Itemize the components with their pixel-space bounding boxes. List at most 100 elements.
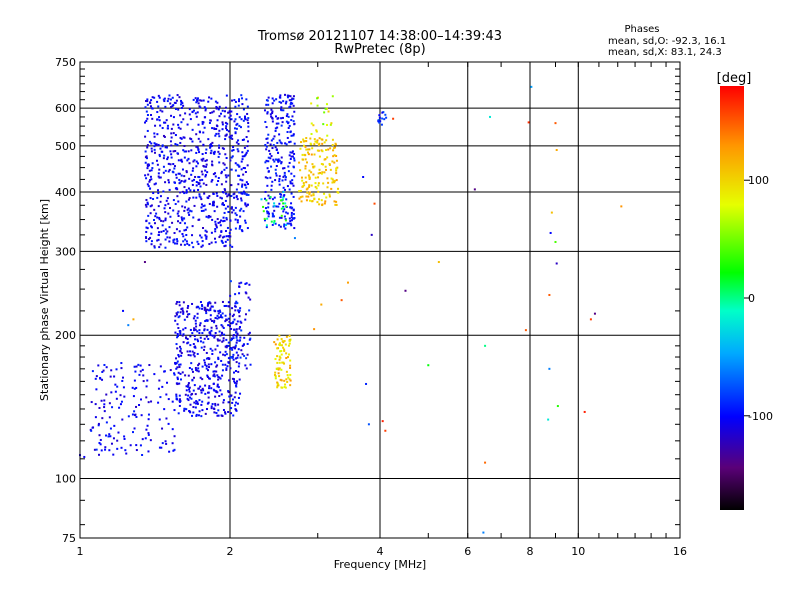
data-point [208, 366, 211, 369]
data-point [196, 99, 199, 102]
data-point [237, 396, 240, 399]
data-point [238, 116, 241, 119]
data-point [282, 346, 285, 349]
data-point [335, 167, 338, 170]
x-tick-label: 4 [377, 545, 384, 558]
data-point [274, 172, 277, 175]
data-point [321, 171, 324, 174]
data-point [245, 98, 248, 101]
data-point [288, 99, 291, 102]
data-point [164, 181, 167, 184]
data-point [219, 316, 222, 319]
data-point [172, 241, 175, 244]
data-point [175, 228, 178, 231]
data-point [289, 364, 292, 367]
data-point [226, 238, 229, 241]
data-point [108, 433, 111, 436]
data-point [280, 101, 283, 104]
data-point [292, 209, 295, 212]
data-point [148, 364, 151, 367]
data-point [227, 305, 230, 308]
data-point [173, 435, 176, 438]
data-point [283, 171, 286, 174]
data-point [268, 212, 271, 215]
data-point [195, 151, 198, 154]
data-point [278, 202, 281, 205]
data-point [307, 195, 310, 198]
data-point [148, 222, 151, 225]
data-point [192, 343, 195, 346]
data-point [292, 166, 295, 169]
data-point [211, 334, 214, 337]
data-point [205, 312, 208, 315]
data-point [298, 161, 301, 164]
data-point [321, 203, 324, 206]
data-point [187, 157, 190, 160]
data-point [283, 348, 286, 351]
data-point [274, 115, 277, 118]
data-point [315, 130, 318, 133]
data-point [334, 146, 337, 149]
data-point [242, 166, 245, 169]
data-point [198, 362, 201, 365]
data-point [149, 439, 152, 442]
data-point [186, 338, 189, 341]
data-point [382, 111, 385, 114]
data-point [193, 204, 196, 207]
data-point [186, 350, 189, 353]
data-point [292, 95, 295, 98]
data-point [242, 210, 245, 213]
data-point [146, 227, 149, 230]
data-point [225, 94, 228, 97]
data-point [245, 282, 248, 285]
data-point [159, 195, 162, 198]
data-point [241, 158, 244, 161]
data-point [191, 392, 194, 395]
data-point [232, 414, 235, 417]
data-point [154, 215, 157, 218]
data-point [230, 322, 233, 325]
data-point [276, 386, 279, 389]
data-point [227, 344, 230, 347]
data-point [198, 105, 201, 108]
data-point [231, 211, 234, 214]
data-point [235, 214, 238, 217]
data-point [176, 242, 179, 245]
data-point [180, 354, 183, 357]
data-point [171, 400, 174, 403]
data-point [157, 143, 160, 146]
data-point [174, 315, 177, 318]
data-point [182, 118, 185, 121]
data-point [249, 298, 252, 301]
data-point [122, 386, 125, 389]
data-point [332, 147, 335, 150]
data-point [404, 289, 407, 292]
data-point [183, 136, 186, 139]
data-point [225, 235, 228, 238]
data-point [280, 214, 283, 217]
data-point [110, 442, 113, 445]
data-point [214, 241, 217, 244]
data-point [157, 175, 160, 178]
data-point [204, 234, 207, 237]
data-point [286, 131, 289, 134]
data-point [234, 344, 237, 347]
data-point [284, 205, 287, 208]
data-point [272, 144, 275, 147]
data-point [304, 167, 307, 170]
data-point [550, 211, 553, 214]
data-point [282, 167, 285, 170]
data-point [101, 370, 104, 373]
data-point [280, 142, 283, 145]
data-point [313, 197, 316, 200]
data-point [157, 233, 160, 236]
data-point [278, 96, 281, 99]
data-point [302, 138, 305, 141]
data-point [169, 150, 172, 153]
data-point [247, 333, 250, 336]
y-tick-label: 200 [55, 329, 76, 342]
data-point [114, 383, 117, 386]
data-point [286, 136, 289, 139]
data-point [231, 377, 234, 380]
data-point [145, 177, 148, 180]
